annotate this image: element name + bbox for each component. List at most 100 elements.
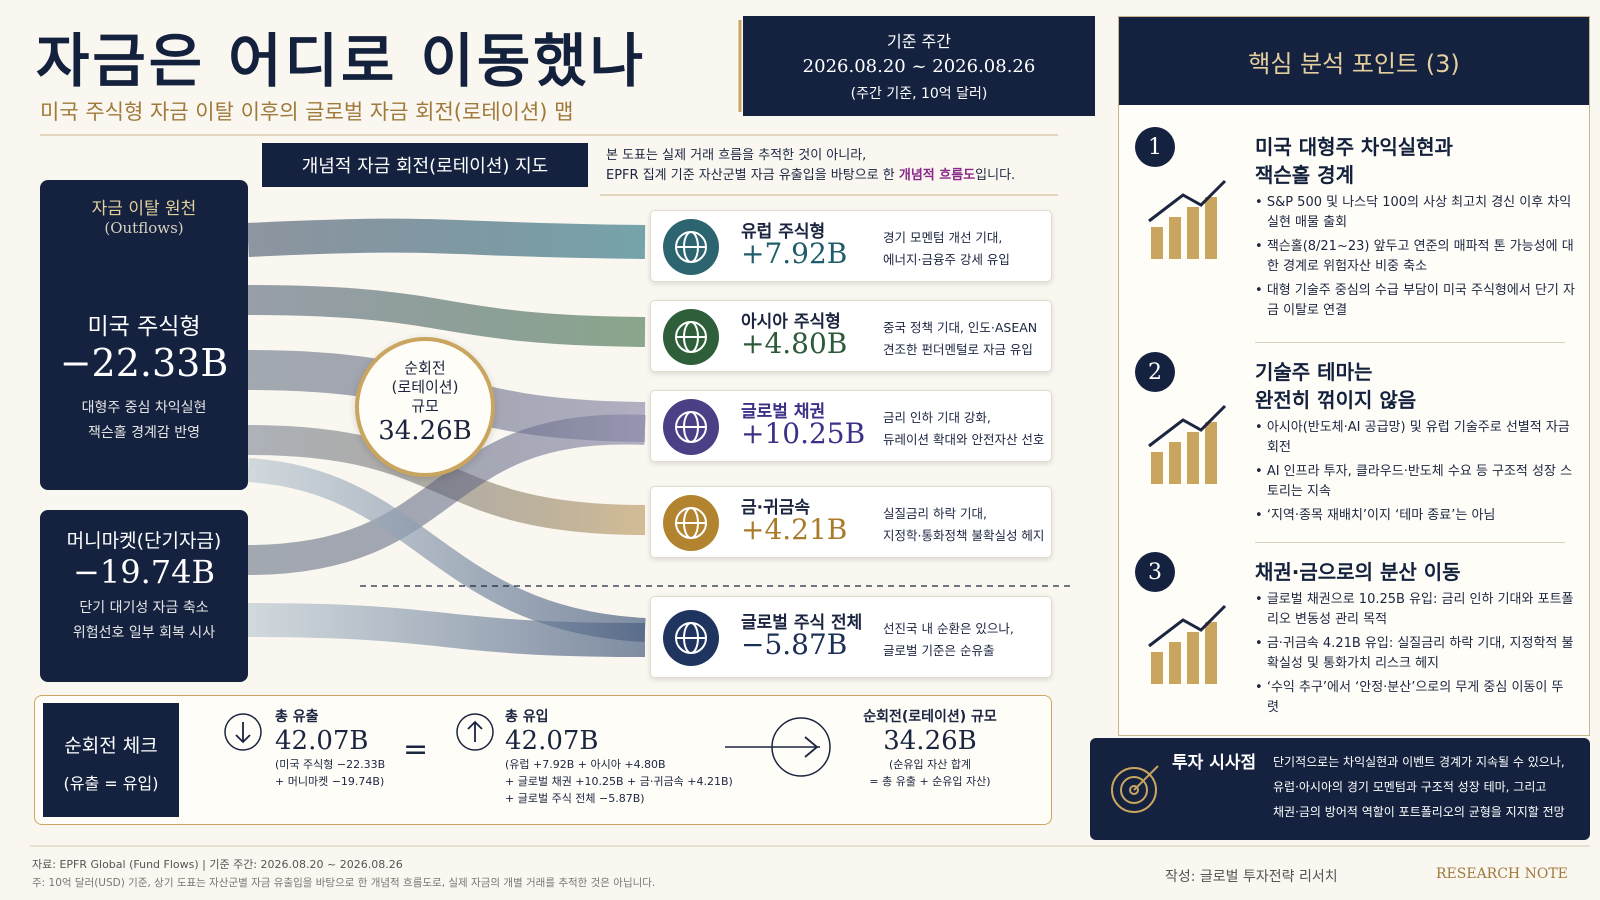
footer-source: 자료: EPFR Global (Fund Flows) | 기준 주간: 20…	[32, 858, 403, 871]
check-value: 34.26B	[883, 726, 977, 756]
destination-icon	[663, 610, 719, 666]
footer-brand: RESEARCH NOTE	[1436, 866, 1568, 882]
bullet-text: 글로벌 채권으로 10.25B 유입: 금리 인하 기대와 포트폴리오 변동성 …	[1266, 592, 1574, 627]
outflow-note: 잭슨홀 경계감 반영	[88, 425, 200, 441]
arrow-icon	[224, 713, 262, 751]
destination-desc: 지정학·통화정책 불확실성 헤지	[883, 528, 1045, 543]
bullet-text: AI 인프라 투자, 클라우드·반도체 수요 등 구조적 성장 스토리는 지속	[1266, 464, 1573, 499]
destination-desc: 실질금리 하락 기대,	[883, 506, 987, 521]
disclaimer-text: EPFR 집계 기준 자산군별 자금 유출입을 바탕으로 한	[606, 168, 899, 183]
disclaimer-text: 입니다.	[975, 168, 1016, 183]
page-subtitle: 미국 주식형 자금 이탈 이후의 글로벌 자금 회전(로테이션) 맵	[40, 100, 574, 124]
outflow-name: 머니마켓(단기자금)	[66, 530, 222, 552]
insight-title: 잭슨홀 경계	[1255, 163, 1354, 187]
destination-icon	[663, 399, 719, 455]
insight-bullet: • 잭슨홀(8/21~23) 앞두고 연준의 매파적 톤 가능성에 대한 경계로…	[1255, 239, 1574, 274]
destination-desc: 중국 정책 기대, 인도·ASEAN	[883, 320, 1038, 335]
icon	[1148, 179, 1227, 259]
icon	[1148, 404, 1227, 484]
icon	[675, 507, 707, 539]
check-equals: =	[403, 732, 429, 767]
check-value: 42.07B	[505, 726, 599, 756]
destination-value: +7.92B	[741, 237, 848, 270]
implication-line: 유럽·아시아의 경기 모멘텀과 구조적 성장 테마, 그리고	[1273, 780, 1547, 794]
insight-title: 미국 대형주 차익실현과	[1255, 135, 1453, 159]
insight-number: 2	[1135, 352, 1175, 392]
insight-number: 1	[1135, 127, 1175, 167]
destination-card: 글로벌 채권 +10.25B 금리 인하 기대 강화, 듀레이션 확대와 안전자산 선…	[650, 390, 1052, 462]
destination-icon	[663, 219, 719, 275]
bullet-text: 대형 기술주 중심의 수급 부담이 미국 주식형에서 단기 자금 이탈로 연결	[1266, 283, 1575, 318]
implication-label: 투자 시사점	[1172, 753, 1257, 773]
check-detail: + 글로벌 채권 +10.25B + 금·귀금속 +4.21B)	[505, 775, 733, 788]
check-value: 42.07B	[275, 726, 369, 756]
divider	[1255, 342, 1565, 343]
destination-value: +4.80B	[741, 327, 848, 360]
insight-bullet: • 글로벌 채권으로 10.25B 유입: 금리 인하 기대와 포트폴리오 변동…	[1255, 592, 1574, 627]
bullet-text: 아시아(반도체·AI 공급망) 및 유럽 기술주로 선별적 자금 회전	[1266, 420, 1570, 455]
check-arrow	[725, 712, 835, 782]
center-value: 34.26B	[378, 416, 472, 446]
check-group: 총 유출 42.07B (미국 주식형 −22.33B + 머니마켓 −19.74B)	[275, 706, 435, 790]
outflow-value: −22.33B	[59, 341, 229, 385]
bullet-text: ‘지역·종목 재배치’이지 ‘테마 종료’는 아님	[1266, 508, 1496, 523]
destination-name: 글로벌 주식 전체	[741, 613, 863, 633]
destination-desc: 금리 인하 기대 강화,	[883, 410, 991, 425]
center-text: 규모	[411, 397, 439, 415]
check-detail: (순유입 자산 합계	[888, 758, 972, 771]
destination-value: +4.21B	[741, 513, 848, 546]
destination-desc: 경기 모멘텀 개선 기대,	[883, 230, 1003, 245]
destination-desc: 듀레이션 확대와 안전자산 선호	[883, 432, 1045, 447]
check-title: 순회전(로테이션) 규모	[863, 709, 997, 725]
destination-value: +10.25B	[741, 417, 866, 450]
outflow-name: 미국 주식형	[87, 314, 201, 340]
destination-name: 글로벌 채권	[741, 402, 826, 422]
check-detail: + 글로벌 주식 전체 −5.87B)	[505, 792, 645, 805]
check-group: 순회전(로테이션) 규모 34.26B (순유입 자산 합계 = 총 유출 + 순유입…	[835, 706, 1025, 790]
insight-icon	[1143, 402, 1233, 492]
destination-card: 금·귀금속 +4.21B 실질금리 하락 기대, 지정학·통화정책 불확실성 헤지	[650, 486, 1052, 558]
insight-bullet: • 금·귀금속 4.21B 유입: 실질금리 하락 기대, 지정학적 불확실성 …	[1255, 636, 1574, 671]
icon	[1148, 604, 1227, 684]
icon	[675, 622, 707, 654]
destination-icon	[663, 495, 719, 551]
insight-bullet: • 대형 기술주 중심의 수급 부담이 미국 주식형에서 단기 자금 이탈로 연…	[1255, 283, 1575, 318]
implication-line: 단기적으로는 차익실현과 이벤트 경계가 지속될 수 있으나,	[1273, 755, 1565, 769]
icon	[675, 321, 707, 353]
bullet-text: 잭슨홀(8/21~23) 앞두고 연준의 매파적 톤 가능성에 대한 경계로 위…	[1266, 239, 1574, 274]
insight-bullet: • ‘수익 추구’에서 ‘안정·분산’으로의 무게 중심 이동이 뚜렷	[1255, 680, 1564, 715]
check-detail: (유럽 +7.92B + 아시아 +4.80B	[505, 758, 666, 771]
icon	[675, 411, 707, 443]
outflow-note: 단기 대기성 자금 축소	[79, 600, 209, 616]
destination-card: 아시아 주식형 +4.80B 중국 정책 기대, 인도·ASEAN 견조한 펀더멘털로…	[650, 300, 1052, 372]
destination-desc: 선진국 내 순환은 있으나,	[883, 621, 1014, 636]
destination-desc: 에너지·금융주 강세 유입	[883, 252, 1010, 267]
disclaimer-line: 본 도표는 실제 거래 흐름을 추적한 것이 아니라,	[606, 148, 867, 163]
check-sublabel: (유출 = 유입)	[63, 774, 159, 793]
insight-bullet: • AI 인프라 투자, 클라우드·반도체 수요 등 구조적 성장 스토리는 지…	[1255, 464, 1573, 499]
destination-icon	[663, 309, 719, 365]
period-unit: (주간 기준, 10억 달러)	[850, 86, 988, 102]
destination-desc: 글로벌 기준은 순유출	[883, 643, 995, 658]
insight-bullet: • ‘지역·종목 재배치’이지 ‘테마 종료’는 아님	[1255, 508, 1496, 523]
insight-number: 3	[1135, 552, 1175, 592]
divider	[1255, 542, 1565, 543]
arrow-icon	[456, 713, 494, 751]
insight-bullet: • S&P 500 및 나스닥 100의 사상 최고치 경신 이후 차익실현 매…	[1255, 195, 1572, 230]
insights-panel: 핵심 분석 포인트 (3) 1 미국 대형주 차익실현과 잭슨홀 경계 • S&P 50…	[1118, 16, 1590, 736]
destination-card: 글로벌 주식 전체 −5.87B 선진국 내 순환은 있으나, 글로벌 기준은 순유출	[650, 596, 1052, 678]
check-detail: = 총 유출 + 순유입 자산)	[869, 775, 991, 788]
footer-note: 주: 10억 달러(USD) 기준, 상기 도표는 자산군별 자금 유출입을 바…	[32, 877, 656, 889]
disclaimer-highlight: 개념적 흐름도	[898, 168, 976, 183]
period-range: 2026.08.20 ~ 2026.08.26	[802, 56, 1036, 77]
bullet-text: S&P 500 및 나스닥 100의 사상 최고치 경신 이후 차익실현 매물 …	[1266, 195, 1572, 230]
check-label: 순회전 체크	[64, 735, 158, 757]
insight-bullets: • S&P 500 및 나스닥 100의 사상 최고치 경신 이후 차익실현 매…	[1255, 193, 1575, 325]
check-icon	[223, 712, 263, 752]
implication-box: 투자 시사점 단기적으로는 차익실현과 이벤트 경계가 지속될 수 있으나, 유럽·…	[1090, 738, 1590, 840]
destination-name: 유럽 주식형	[741, 222, 826, 242]
bullet-text: ‘수익 추구’에서 ‘안정·분산’으로의 무게 중심 이동이 뚜렷	[1266, 680, 1564, 715]
destination-name: 아시아 주식형	[741, 312, 841, 332]
outflow-note: 위험선호 일부 회복 시사	[72, 625, 216, 641]
disclaimer-line: EPFR 집계 기준 자산군별 자금 유출입을 바탕으로 한 개념적 흐름도입니…	[606, 166, 1015, 186]
